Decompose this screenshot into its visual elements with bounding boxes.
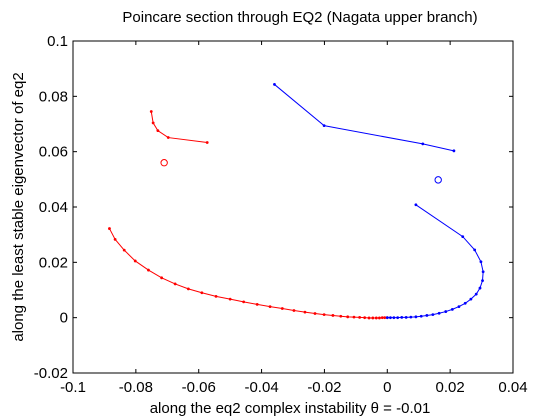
x-tick-label: 0.04 (498, 379, 527, 396)
data-point (292, 309, 296, 312)
data-point (205, 141, 209, 144)
data-point (414, 315, 418, 319)
data-point (474, 292, 478, 296)
data-point (425, 314, 429, 317)
data-point (461, 235, 465, 239)
series-2 (149, 110, 209, 144)
data-point (113, 237, 117, 241)
data-point (352, 315, 356, 319)
data-point (478, 286, 482, 290)
data-point (481, 279, 484, 282)
data-point (479, 260, 483, 264)
data-point (133, 259, 137, 263)
x-tick-label: -0.02 (307, 379, 341, 396)
data-point (392, 316, 396, 320)
data-point (469, 297, 473, 301)
data-point (481, 270, 485, 274)
data-point (122, 248, 126, 252)
data-point (255, 302, 259, 306)
data-point (383, 316, 387, 320)
data-point (419, 314, 423, 318)
data-point (242, 300, 246, 304)
x-tick-label: -0.1 (60, 379, 86, 396)
data-point (214, 294, 218, 298)
data-point (367, 316, 371, 320)
data-point (186, 287, 190, 291)
data-point (331, 314, 335, 317)
y-axis-title: along the least stable eigenvector of eq… (10, 72, 27, 341)
data-point (380, 316, 384, 320)
data-point (303, 310, 307, 314)
data-point (404, 315, 408, 319)
data-point (385, 316, 389, 320)
data-point (173, 282, 177, 286)
series-1 (108, 227, 389, 320)
x-tick-label: -0.06 (182, 379, 216, 396)
x-axis-title: along the eq2 complex instability θ = -0… (150, 400, 431, 417)
y-tick-label: 0.04 (39, 199, 68, 216)
series-5 (160, 159, 168, 167)
data-point (228, 297, 232, 301)
data-point (156, 129, 160, 133)
data-point (450, 307, 454, 311)
x-tick-label: 0 (383, 379, 391, 396)
x-tick-label: 0.02 (436, 379, 465, 396)
data-point (414, 203, 418, 207)
series-3 (385, 203, 485, 320)
data-point (151, 121, 155, 125)
data-point (200, 291, 204, 295)
data-point (452, 149, 456, 153)
data-point (280, 307, 284, 310)
equilibrium-marker (160, 159, 168, 167)
y-tick-label: -0.02 (34, 365, 68, 382)
data-point (378, 316, 381, 320)
y-axis: -0.02 0 0.02 0.04 0.06 0.08 0.1 (34, 33, 513, 382)
data-point (371, 316, 375, 320)
chart-title: Poincare section through EQ2 (Nagata upp… (122, 9, 477, 26)
series-4 (273, 83, 456, 153)
data-point (268, 305, 272, 308)
y-tick-label: 0.08 (39, 88, 68, 105)
data-point (396, 316, 400, 320)
data-point (322, 124, 326, 128)
data-point (463, 301, 467, 305)
y-tick-label: 0.02 (39, 254, 68, 271)
data-point (166, 136, 170, 139)
data-point (149, 110, 153, 113)
data-point (444, 310, 448, 313)
data-point (358, 315, 362, 319)
data-point (473, 248, 477, 252)
series-6 (434, 176, 442, 184)
y-tick-label: 0.1 (47, 33, 68, 50)
x-tick-label: -0.04 (244, 379, 278, 396)
data-point (147, 268, 150, 272)
equilibrium-marker (434, 176, 442, 184)
data-point (346, 315, 350, 319)
data-point (457, 305, 461, 308)
x-axis: -0.1 -0.08 -0.06 -0.04 -0.02 0 0.02 0.04 (60, 41, 528, 396)
data-point (313, 312, 317, 315)
data-point (322, 313, 326, 317)
data-point (431, 313, 435, 317)
data-point (389, 316, 392, 320)
plot-area-frame (72, 40, 514, 374)
data-point (108, 227, 111, 230)
data-point (160, 276, 164, 280)
data-point (409, 315, 413, 319)
series-line (274, 84, 455, 152)
y-tick-label: 0 (60, 310, 68, 327)
y-tick-label: 0.06 (39, 144, 68, 161)
series-layer (108, 83, 485, 320)
data-point (374, 316, 378, 320)
data-point (273, 83, 276, 86)
data-point (421, 142, 425, 146)
data-point (363, 316, 367, 320)
data-point (400, 315, 404, 319)
data-point (339, 314, 343, 318)
x-tick-label: -0.08 (119, 379, 153, 396)
data-point (437, 311, 441, 315)
